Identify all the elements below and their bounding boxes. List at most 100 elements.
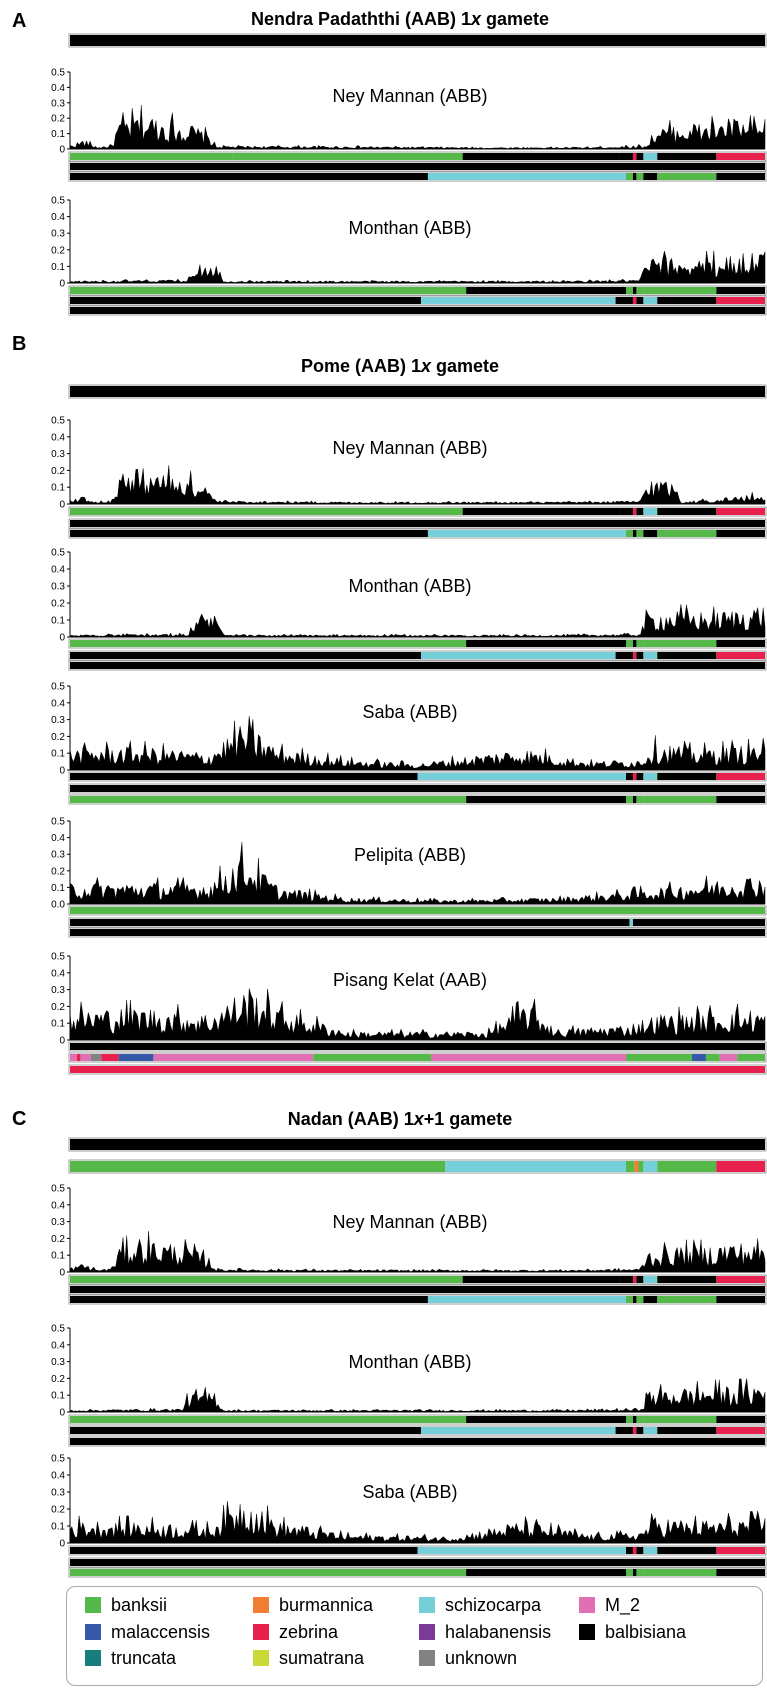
legend-label: truncata — [111, 1647, 177, 1668]
track-segment-M_2 — [431, 1054, 626, 1061]
legend-swatch — [253, 1597, 269, 1613]
track-segment-balbisiana — [626, 1427, 633, 1434]
track-segment-zebrina — [632, 153, 637, 160]
plot-B-4: 0.5 0.4 0.3 0.2 0.1 0 Saba (ABB) — [51, 682, 766, 777]
plot-label: Monthan (ABB) — [348, 576, 471, 596]
track-segment-banksii — [626, 173, 633, 180]
ancestry-track-2 — [68, 783, 767, 794]
track-segment-banksii — [233, 153, 463, 160]
track-segment-malaccensis — [118, 1054, 154, 1061]
track-segment-balbisiana — [636, 153, 644, 160]
y-tick-label: 0.5 — [51, 196, 65, 207]
track-segment-zebrina — [70, 1066, 765, 1073]
track-segment-schizocarpa — [420, 652, 616, 659]
track-segment-balbisiana — [716, 640, 765, 647]
plot-label: Saba (ABB) — [362, 1482, 457, 1502]
track-segment-balbisiana — [70, 773, 418, 780]
legend-label: M_2 — [605, 1594, 641, 1615]
panel-title-A: Nendra Padaththi (AAB) 1x gamete — [251, 9, 549, 29]
y-tick-label: 0.1 — [51, 483, 65, 494]
track-segment-balbisiana — [626, 773, 633, 780]
y-tick-label: 0.4 — [51, 565, 65, 576]
track-segment-balbisiana — [619, 508, 633, 515]
track-segment-balbisiana — [466, 287, 626, 294]
y-tick-label: 0.3 — [51, 582, 65, 593]
track-segment-banksii — [636, 1296, 644, 1303]
plot-label: Ney Mannan (ABB) — [332, 86, 487, 106]
track-segment-zebrina — [716, 508, 765, 515]
panel-title-italic: x — [420, 356, 432, 376]
legend-item-sumatrana: sumatrana — [253, 1648, 364, 1668]
track-segment-schizocarpa — [427, 1296, 620, 1303]
track-segment-banksii — [657, 1296, 717, 1303]
ancestry-track-1 — [68, 905, 767, 916]
track-segment-balbisiana — [636, 297, 644, 304]
track-segment-balbisiana — [636, 652, 644, 659]
plot-B-2: 0.5 0.4 0.3 0.2 0.1 0 Ney Mannan (ABB) — [51, 416, 766, 511]
track-segment-schizocarpa — [643, 1276, 658, 1283]
similarity-area — [69, 1378, 766, 1413]
legend-item-burmannica: burmannica — [253, 1595, 373, 1615]
y-tick-label: 0 — [59, 633, 65, 644]
track-segment-schizocarpa — [420, 297, 616, 304]
track-segment-zebrina — [101, 1054, 119, 1061]
y-tick-label: 0 — [59, 1036, 65, 1047]
plot-label: Ney Mannan (ABB) — [332, 1212, 487, 1232]
track-segment-banksii — [636, 530, 644, 537]
track-segment-balbisiana — [657, 153, 717, 160]
track-segment-banksii — [626, 796, 633, 803]
track-segment-zebrina — [632, 1427, 637, 1434]
track-segment-M_2 — [70, 1054, 77, 1061]
track-segment-banksii — [636, 1569, 644, 1576]
reference-track-A — [68, 33, 767, 48]
y-tick-label: 0.4 — [51, 432, 65, 443]
track-segment-banksii — [638, 1161, 644, 1172]
track-segment-banksii — [643, 640, 717, 647]
track-segment-banksii — [636, 173, 644, 180]
y-tick-label: 0.1 — [51, 616, 65, 627]
track-segment-schizocarpa — [420, 1427, 616, 1434]
track-segment-schizocarpa — [619, 1296, 626, 1303]
track-segment-banksii — [657, 173, 717, 180]
track-segment-balbisiana — [70, 1296, 428, 1303]
y-tick-label: 0.3 — [51, 449, 65, 460]
y-tick-label: 0.4 — [51, 968, 65, 979]
plot-B-3: 0.5 0.4 0.3 0.2 0.1 0 Monthan (ABB) — [51, 548, 766, 644]
track-segment-balbisiana — [657, 1547, 717, 1554]
track-segment-balbisiana — [636, 1547, 644, 1554]
track-segment-balbisiana — [716, 173, 765, 180]
track-segment-schizocarpa — [619, 530, 626, 537]
plot-C-8: 0.5 0.4 0.3 0.2 0.1 0 Monthan (ABB) — [51, 1324, 766, 1419]
track-segment-banksii — [70, 1161, 446, 1172]
y-tick-label: 0.3 — [51, 98, 65, 109]
legend-swatch — [85, 1624, 101, 1640]
track-segment-balbisiana — [657, 508, 717, 515]
ancestry-track-3 — [68, 927, 767, 938]
track-segment-balbisiana — [636, 773, 644, 780]
track-segment-balbisiana — [70, 662, 765, 669]
y-tick-label: 0.3 — [51, 1217, 65, 1228]
panel-letter-A: A — [12, 10, 26, 32]
y-tick-label: 0.2 — [51, 866, 65, 877]
track-segment-balbisiana — [632, 919, 765, 926]
ancestry-track-3 — [68, 660, 767, 671]
track-segment-zebrina — [632, 1276, 637, 1283]
panel-title-italic: x — [470, 9, 482, 29]
track-segment-balbisiana — [462, 153, 620, 160]
track-segment-balbisiana — [626, 1547, 633, 1554]
legend-swatch — [579, 1624, 595, 1640]
y-tick-label: 0.2 — [51, 114, 65, 125]
panel-title-suffix: gamete — [481, 9, 549, 29]
track-segment-balbisiana — [70, 1438, 765, 1445]
legend-label: banksii — [111, 1594, 168, 1615]
ancestry-track-1 — [68, 771, 767, 782]
track-segment-zebrina — [716, 153, 765, 160]
ancestry-track-2 — [68, 518, 767, 529]
track-segment-balbisiana — [632, 796, 637, 803]
track-segment-schizocarpa — [427, 530, 620, 537]
track-segment-schizocarpa — [643, 1427, 658, 1434]
track-segment-banksii — [70, 1416, 467, 1423]
ancestry-track-2 — [68, 1052, 767, 1063]
track-segment-banksii — [626, 640, 633, 647]
track-segment-banksii — [70, 640, 467, 647]
